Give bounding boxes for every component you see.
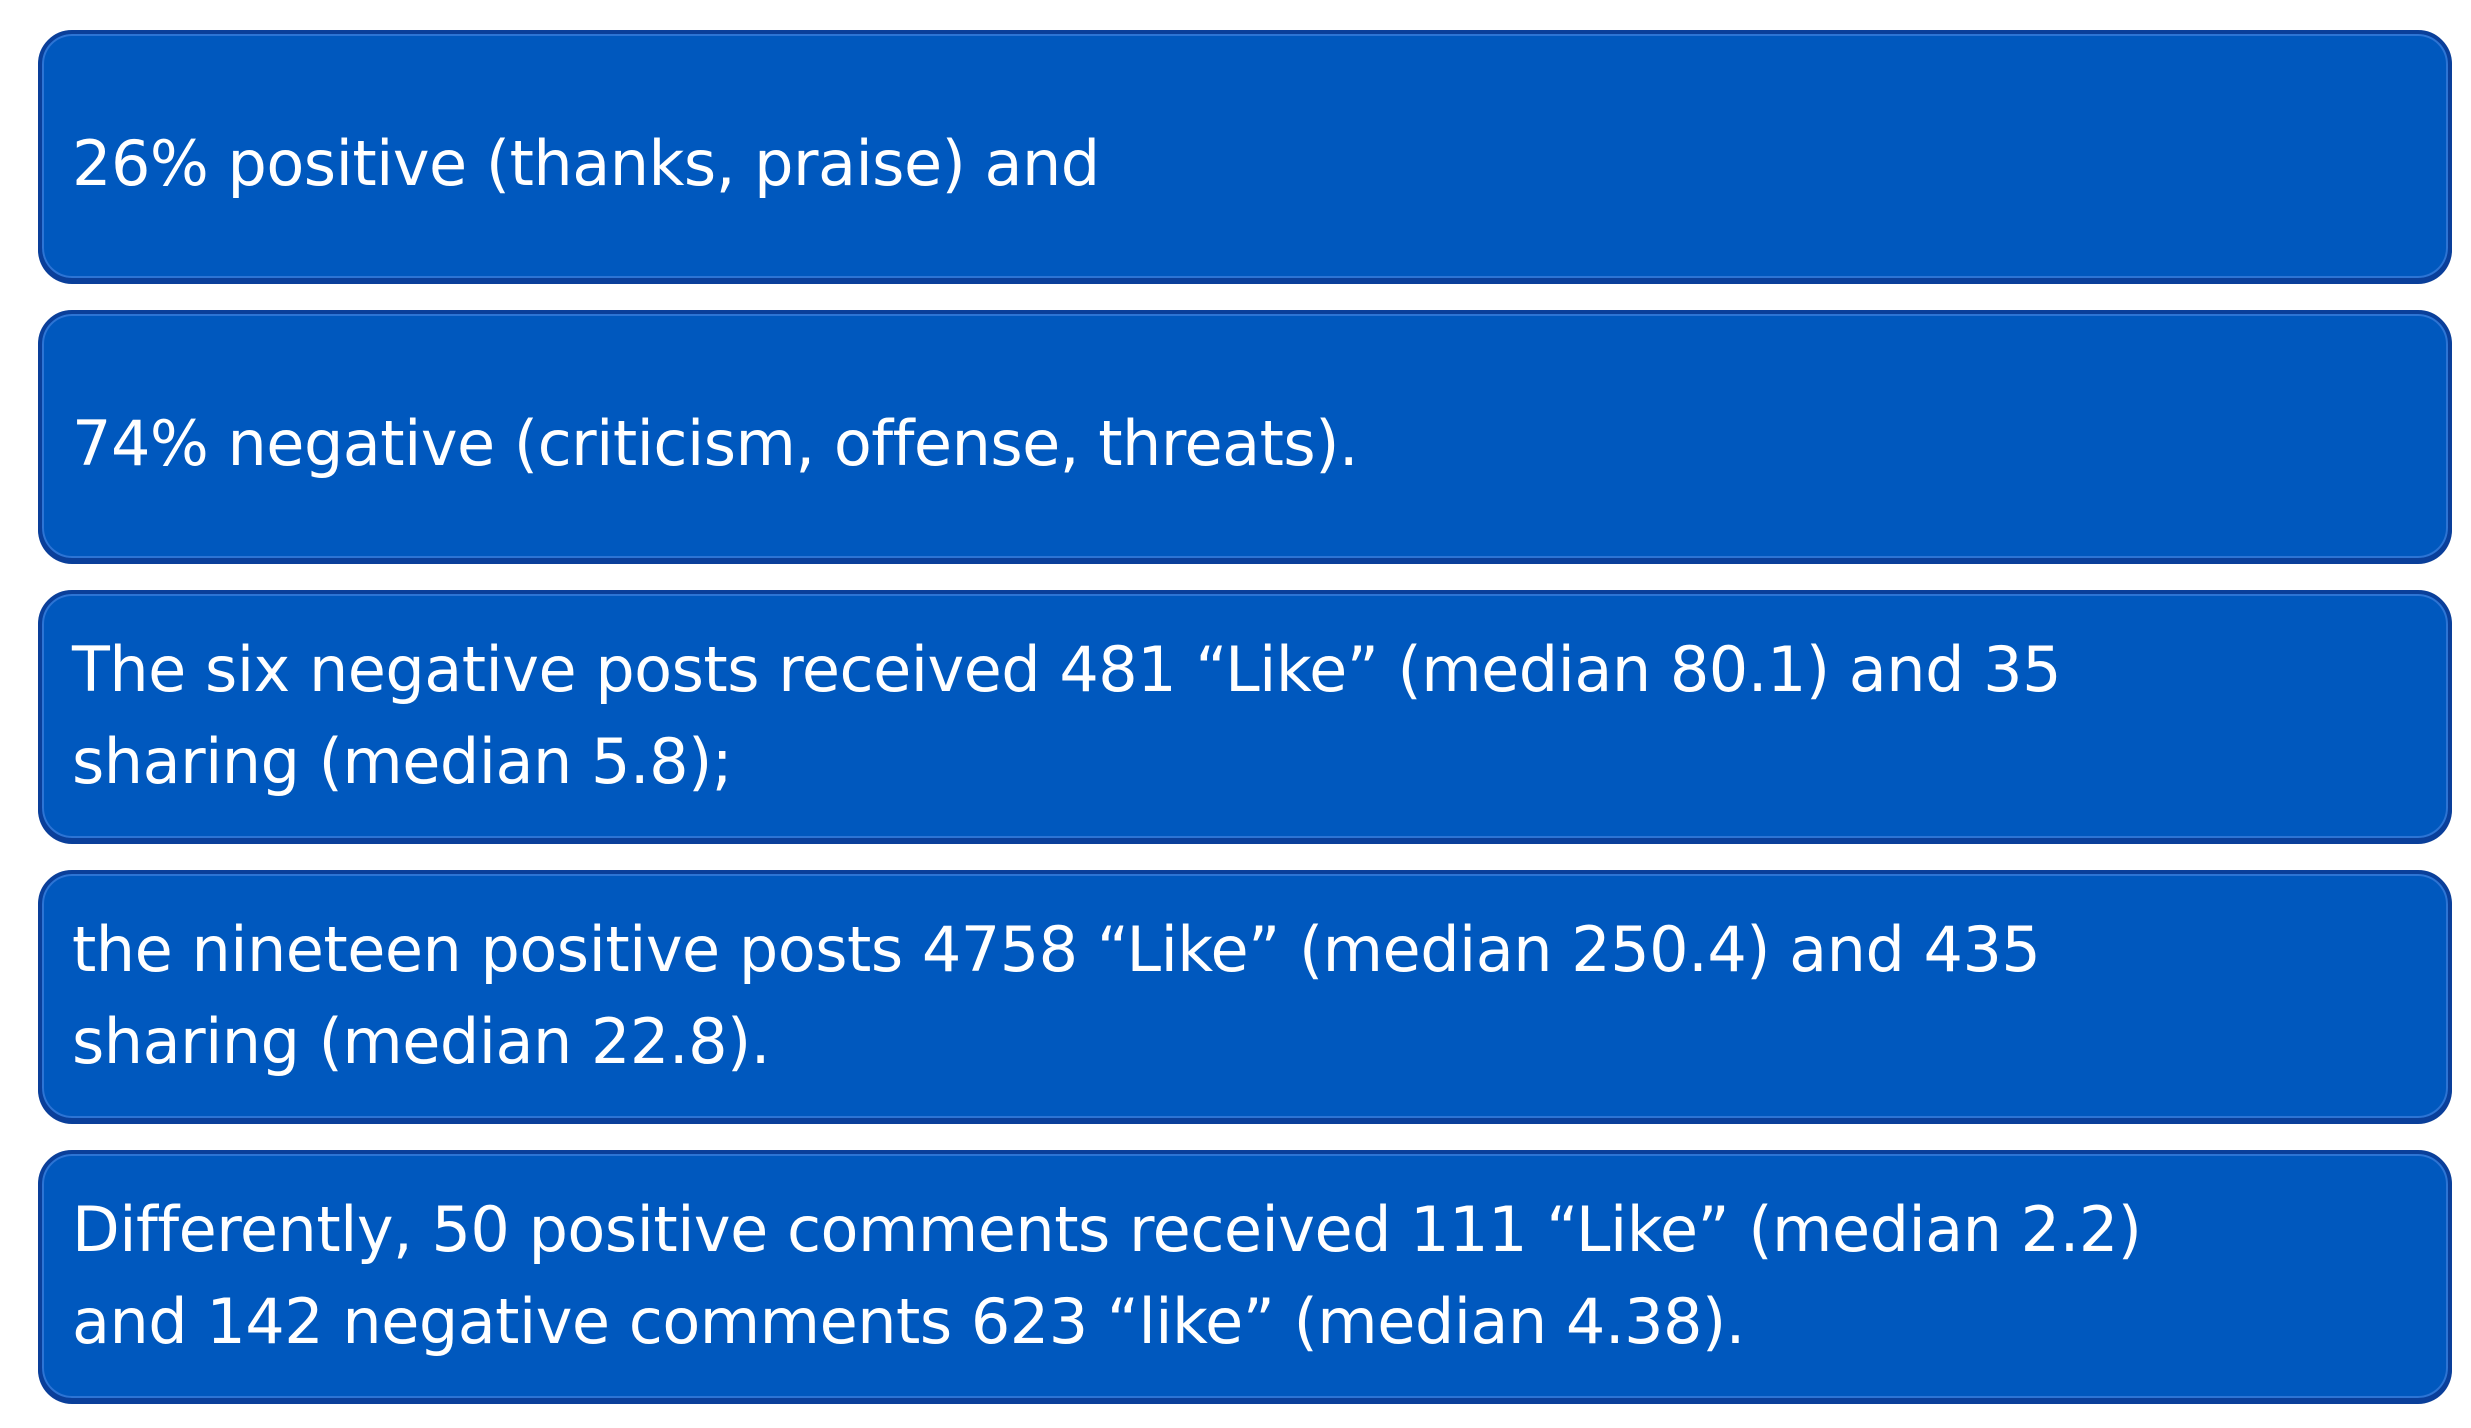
positive-posts-box: the nineteen positive posts 4758 “Like” …: [38, 870, 2452, 1122]
negative-share-text: 74% negative (criticism, offense, threat…: [72, 407, 1359, 480]
negative-share-box: 74% negative (criticism, offense, threat…: [38, 310, 2452, 562]
statistics-box-stack: 26% positive (thanks, praise) and 74% ne…: [38, 30, 2452, 1402]
negative-posts-text: The six negative posts received 481 “Lik…: [72, 633, 2062, 798]
comments-text: Differently, 50 positive comments receiv…: [72, 1193, 2142, 1358]
comments-box: Differently, 50 positive comments receiv…: [38, 1150, 2452, 1402]
negative-posts-box: The six negative posts received 481 “Lik…: [38, 590, 2452, 842]
positive-share-box: 26% positive (thanks, praise) and: [38, 30, 2452, 282]
positive-share-text: 26% positive (thanks, praise) and: [72, 127, 1100, 200]
positive-posts-text: the nineteen positive posts 4758 “Like” …: [72, 913, 2041, 1078]
